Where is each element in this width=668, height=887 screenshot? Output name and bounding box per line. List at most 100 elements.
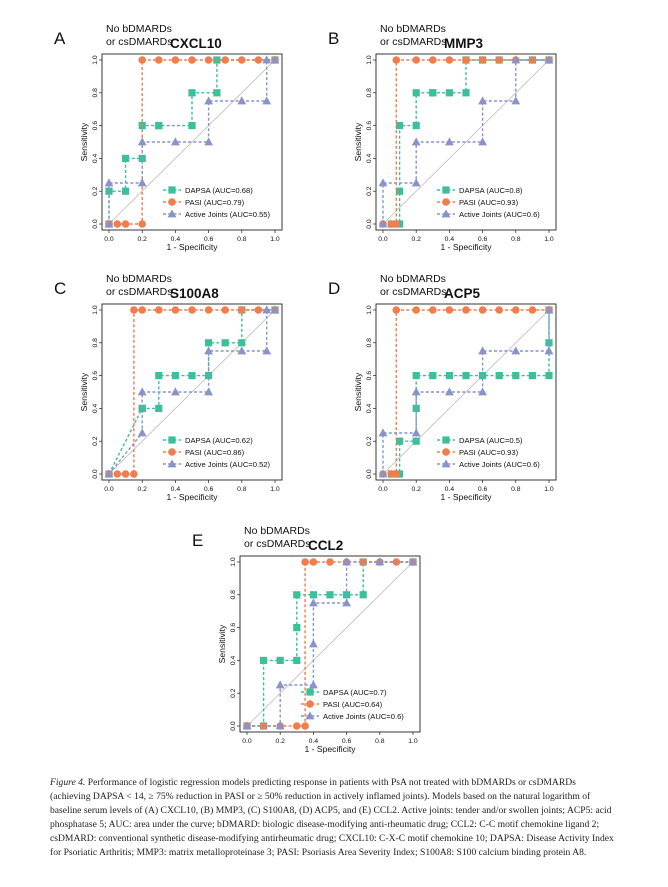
x-tick-label: 0.4 xyxy=(445,486,455,493)
data-point-dapsa xyxy=(429,89,437,97)
panel-letter: A xyxy=(54,29,66,48)
data-point-pasi xyxy=(495,56,503,64)
y-tick-label: 0.2 xyxy=(92,186,99,196)
data-point-pasi xyxy=(309,558,318,566)
data-point-pasi xyxy=(138,306,146,314)
data-point-joints xyxy=(309,598,318,607)
data-point-dapsa xyxy=(326,591,334,599)
legend-label-dapsa: DAPSA (AUC=0.62) xyxy=(185,436,253,445)
data-point-joints xyxy=(137,178,147,187)
data-point-pasi xyxy=(238,56,246,64)
y-tick-label: 0.4 xyxy=(366,403,373,413)
chart-title: MMP3 xyxy=(444,36,483,51)
chart-title: CCL2 xyxy=(308,538,343,553)
data-point-pasi xyxy=(121,220,130,228)
y-tick-label: 0.6 xyxy=(92,121,99,131)
panel-b: B No bDMARDs or csDMARDs MMP3 0.0 0.0 0.2 0.2 0.… xyxy=(326,22,576,260)
data-point-joints xyxy=(262,55,272,64)
x-axis-label: 1 - Specificity xyxy=(440,242,492,252)
legend-marker-dapsa xyxy=(168,436,176,444)
data-point-joints xyxy=(342,598,351,607)
data-point-pasi xyxy=(392,220,401,228)
panel-subtitle-line1: No bDMARDs xyxy=(106,273,172,285)
y-tick-label: 0.0 xyxy=(92,469,99,479)
series-line-joints xyxy=(382,59,549,224)
panel-subtitle-line2: or csDMARDs xyxy=(106,36,173,48)
reference-diagonal xyxy=(108,59,276,225)
panel-subtitle-line1: No bDMARDs xyxy=(380,273,446,285)
data-point-pasi xyxy=(392,470,401,478)
legend-marker-joints xyxy=(167,209,177,218)
data-point-joints xyxy=(378,428,388,437)
data-point-joints xyxy=(262,346,272,355)
data-point-dapsa xyxy=(238,339,246,347)
legend-marker-dapsa xyxy=(168,186,176,194)
data-point-joints xyxy=(309,680,318,689)
x-tick-label: 0.4 xyxy=(171,486,181,493)
data-point-joints xyxy=(411,428,421,437)
data-point-dapsa xyxy=(293,591,301,599)
data-point-pasi xyxy=(138,220,146,228)
y-tick-label: 0.4 xyxy=(92,153,99,163)
data-point-joints xyxy=(171,387,180,396)
data-point-joints xyxy=(411,178,421,187)
data-point-joints xyxy=(204,387,213,396)
panel-subtitle-line2: or csDMARDs xyxy=(244,538,311,550)
x-tick-label: 0.4 xyxy=(171,236,181,243)
data-point-dapsa xyxy=(512,372,520,380)
data-point-joints xyxy=(204,96,213,105)
plot-frame xyxy=(101,303,283,481)
data-point-pasi xyxy=(495,306,503,314)
x-tick-label: 0.6 xyxy=(478,486,488,493)
x-tick-label: 0.0 xyxy=(104,486,114,493)
data-point-dapsa xyxy=(412,437,420,445)
y-tick-label: 0.8 xyxy=(92,88,99,98)
data-point-pasi xyxy=(188,306,196,314)
panel-c: C No bDMARDs or csDMARDs S100A8 0.0 0.0 0.2 0.2… xyxy=(52,272,302,510)
y-tick-label: 1.0 xyxy=(92,305,99,315)
x-tick-label: 0.4 xyxy=(309,738,319,745)
x-tick-label: 0.6 xyxy=(204,486,214,493)
x-tick-label: 0.6 xyxy=(478,236,488,243)
y-axis-label: Sensitivity xyxy=(353,122,363,161)
plot-frame xyxy=(375,53,557,231)
y-tick-label: 0.8 xyxy=(366,88,373,98)
panel-subtitle-line1: No bDMARDs xyxy=(380,23,446,35)
x-tick-label: 0.0 xyxy=(104,236,114,243)
data-point-dapsa xyxy=(528,372,536,380)
y-tick-label: 0.6 xyxy=(366,121,373,131)
y-tick-label: 1.0 xyxy=(366,305,373,315)
data-point-pasi xyxy=(478,56,487,64)
x-tick-label: 0.8 xyxy=(511,486,521,493)
y-axis-label: Sensitivity xyxy=(79,122,89,161)
y-tick-label: 0.2 xyxy=(92,436,99,446)
panel-letter: E xyxy=(192,531,203,550)
reference-diagonal xyxy=(382,59,550,225)
x-tick-label: 0.6 xyxy=(342,738,352,745)
y-tick-label: 1.0 xyxy=(366,55,373,65)
data-point-joints xyxy=(544,55,554,64)
y-tick-label: 0.0 xyxy=(366,469,373,479)
y-tick-label: 0.4 xyxy=(230,655,237,665)
y-tick-label: 0.6 xyxy=(230,623,237,633)
panel-subtitle-line2: or csDMARDs xyxy=(106,286,173,298)
data-point-pasi xyxy=(188,56,196,64)
data-point-dapsa xyxy=(155,122,163,130)
data-point-joints xyxy=(544,346,554,355)
y-tick-label: 0.0 xyxy=(366,219,373,229)
data-point-pasi xyxy=(462,56,470,64)
y-tick-label: 0.8 xyxy=(366,338,373,348)
y-tick-label: 0.0 xyxy=(92,219,99,229)
data-point-joints xyxy=(478,387,487,396)
data-point-pasi xyxy=(221,306,229,314)
legend-label-joints: Active Joints (AUC=0.6) xyxy=(459,460,540,469)
data-point-joints xyxy=(262,96,272,105)
legend-marker-joints xyxy=(441,459,451,468)
data-point-pasi xyxy=(138,56,146,64)
y-tick-label: 0.2 xyxy=(366,436,373,446)
data-point-dapsa xyxy=(155,404,163,412)
